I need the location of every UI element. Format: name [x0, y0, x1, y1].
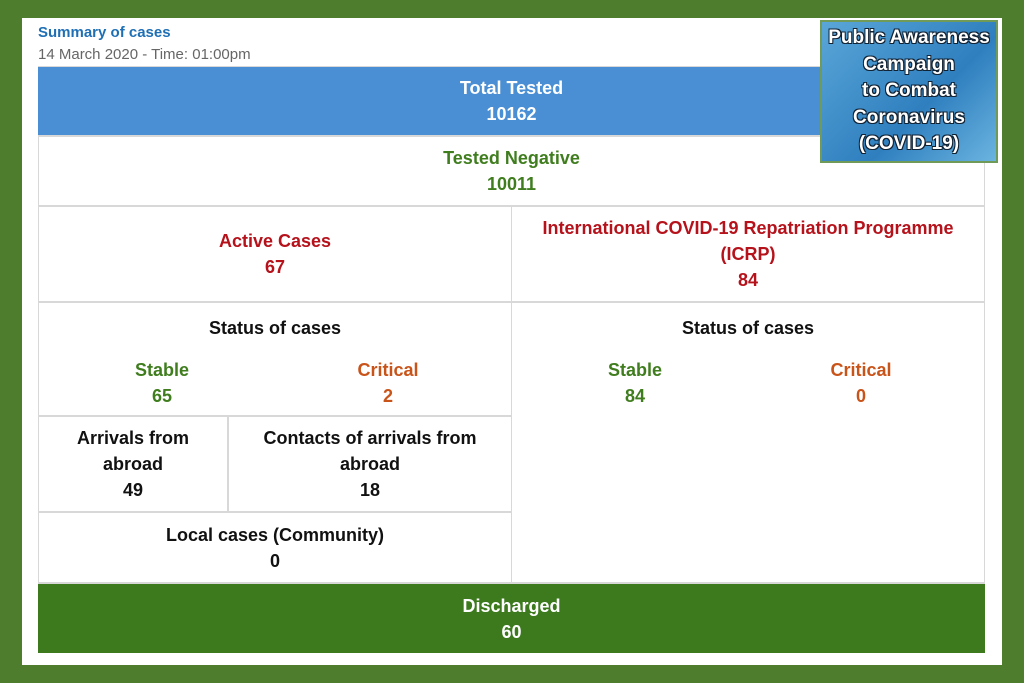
label: Stable: [607, 360, 663, 380]
label: Critical: [357, 360, 419, 380]
icrp: International COVID-19 Repatriation Prog…: [512, 207, 984, 301]
discharged: Discharged 60: [38, 584, 985, 653]
value: 0: [269, 550, 280, 571]
value: 10162: [486, 104, 537, 124]
label: Tested Negative: [443, 148, 580, 168]
label: Arrivals from abroad: [76, 428, 190, 474]
badge: Public Awareness Campaign to Combat Coronav…: [820, 20, 998, 163]
value: 84: [737, 270, 759, 290]
badge-line: Coronavirus: [853, 106, 965, 128]
label: Contacts of arrivals from abroad: [263, 428, 477, 474]
value: 49: [122, 480, 144, 500]
label: Local cases (Community): [165, 524, 385, 545]
value: 60: [501, 621, 522, 642]
badge-line: Campaign: [863, 53, 955, 75]
badge-line: (COVID-19): [858, 133, 960, 155]
label: Discharged: [462, 595, 561, 616]
value: 67: [264, 257, 286, 277]
badge-line: Public Awareness: [828, 27, 990, 49]
value: 65: [151, 386, 173, 406]
value: 84: [624, 386, 646, 406]
icrp-status: Status of cases Stable 84 Critical 0: [512, 303, 984, 582]
active-status: Status of cases Stable 65 Critical 2: [39, 303, 511, 415]
table: Total Tested 10162 Tested Negative 10011…: [38, 66, 985, 653]
value: 0: [855, 386, 866, 406]
active-cases: Active Cases 67: [39, 207, 511, 301]
label: Critical: [830, 360, 892, 380]
date: 14 March 2020 - Time: 01:00pm: [38, 46, 251, 63]
badge-line: to Combat: [862, 80, 956, 102]
label: Total Tested: [459, 78, 564, 98]
label: Stable: [134, 360, 190, 380]
arrivals: Arrivals from abroad 49: [39, 417, 227, 511]
value: 18: [359, 480, 381, 500]
contacts: Contacts of arrivals from abroad 18: [229, 417, 511, 511]
value: 2: [382, 386, 393, 406]
status-title: Status of cases: [681, 318, 815, 338]
title: Summary of cases: [38, 24, 171, 41]
status-title: Status of cases: [208, 318, 342, 338]
local-cases: Local cases (Community) 0: [39, 513, 511, 582]
value: 10011: [486, 174, 537, 194]
label: Active Cases: [218, 231, 332, 251]
label: International COVID-19 Repatriation Prog…: [542, 218, 954, 264]
